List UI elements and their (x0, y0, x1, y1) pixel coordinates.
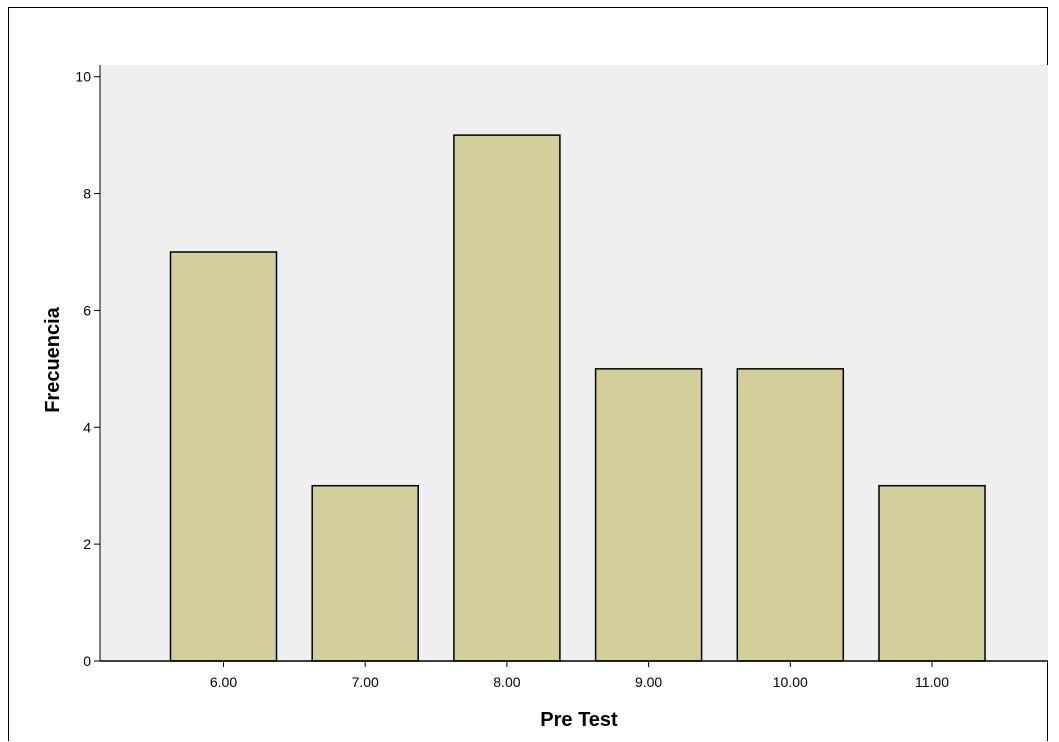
bar-11.00 (878, 484, 986, 662)
bar-9.00 (594, 368, 703, 662)
y-axis-ticks: 0 2 4 6 8 10 (75, 69, 100, 669)
bar-6.00 (169, 251, 278, 662)
y-tick-label: 10 (75, 69, 91, 85)
bars-group (169, 134, 986, 662)
y-tick-label: 2 (83, 536, 91, 552)
bar-10.00 (736, 368, 845, 662)
y-tick-label: 4 (83, 419, 91, 435)
y-tick-label: 6 (83, 302, 91, 318)
bar-7.00 (311, 484, 419, 662)
x-axis-title: Pre Test (540, 709, 618, 731)
x-tick-label: 11.00 (915, 674, 949, 690)
y-tick-label: 0 (83, 653, 91, 669)
y-axis-title: Frecuencia (42, 306, 64, 412)
x-tick-label: 8.00 (493, 674, 520, 690)
y-tick-label: 8 (83, 186, 91, 202)
bar-8.00 (453, 134, 561, 662)
x-tick-label: 9.00 (635, 674, 662, 690)
x-axis-ticks: 6.00 7.00 8.00 9.00 10.00 11.00 (210, 661, 949, 690)
x-tick-label: 6.00 (210, 674, 237, 690)
x-tick-label: 10.00 (773, 674, 808, 690)
x-tick-label: 7.00 (352, 674, 379, 690)
